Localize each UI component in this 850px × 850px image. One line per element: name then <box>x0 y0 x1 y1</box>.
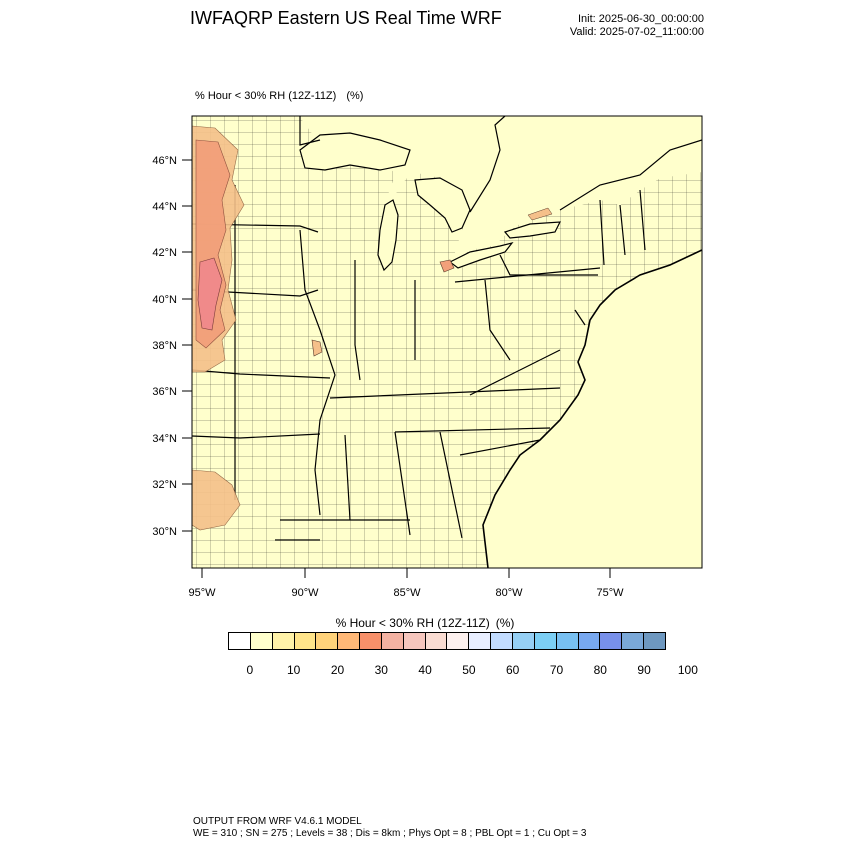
lake-ontario <box>503 221 562 239</box>
field-unit: (%) <box>346 90 364 102</box>
colorbar <box>228 632 666 650</box>
lat-tick-label: 44°N <box>152 201 177 213</box>
colorbar-swatch <box>469 633 492 649</box>
colorbar-swatch <box>250 633 273 649</box>
colorbar-label: 80 <box>593 663 607 677</box>
colorbar-swatch <box>381 633 404 649</box>
colorbar-label: 20 <box>330 663 345 677</box>
colorbar-title: % Hour < 30% RH (12Z-11Z) (%) <box>0 616 850 630</box>
colorbar-swatch <box>491 633 513 649</box>
field-area-southwest <box>192 469 241 531</box>
colorbar-label: 100 <box>677 663 698 677</box>
colorbar-label: 10 <box>287 663 301 677</box>
field-area-missouri <box>311 339 323 357</box>
lon-tick-label: 85°W <box>393 587 421 599</box>
valid-time: Valid: 2025-07-02_11:00:00 <box>569 26 704 38</box>
lat-tick-label: 34°N <box>152 433 177 445</box>
colorbar-swatch <box>294 633 317 649</box>
lat-tick-label: 32°N <box>152 479 177 491</box>
lon-tick-label: 75°W <box>596 587 624 599</box>
model-config-line: WE = 310 ; SN = 275 ; Levels = 38 ; Dis … <box>193 828 587 839</box>
lon-tick-label: 80°W <box>495 587 523 599</box>
colorbar-label: 50 <box>462 663 476 677</box>
field-label: % Hour < 30% RH (12Z-11Z) (%) <box>195 90 363 102</box>
lat-tick-label: 30°N <box>152 526 177 538</box>
init-time: Init: 2025-06-30_00:00:00 <box>578 13 704 25</box>
model-info-line: OUTPUT FROM WRF V4.6.1 MODEL <box>193 816 362 827</box>
colorbar-swatch <box>447 633 470 649</box>
lat-tick-label: 36°N <box>152 386 177 398</box>
model-info: OUTPUT FROM WRF V4.6.1 MODEL WE = 310 ; … <box>193 816 586 840</box>
colorbar-swatch <box>622 633 645 649</box>
colorbar-unit: (%) <box>495 616 515 630</box>
longitude-axis: 95°W 90°W 85°W 80°W 75°W <box>188 568 624 599</box>
colorbar-swatch <box>578 633 601 649</box>
field-area-ontario <box>527 207 553 221</box>
lake-superior <box>299 132 411 171</box>
latitude-axis: 46°N 44°N 42°N 40°N 38°N 36°N 34°N 32°N … <box>152 155 192 538</box>
colorbar-label: 0 <box>246 663 254 677</box>
colorbar-label: 60 <box>506 663 520 677</box>
lake-erie <box>448 241 514 269</box>
lon-tick-label: 90°W <box>291 587 319 599</box>
colorbar-swatch <box>644 633 665 649</box>
colorbar-swatch <box>316 633 339 649</box>
page-title: IWFAQRP Eastern US Real Time WRF <box>190 8 502 28</box>
colorbar-swatch <box>229 633 251 649</box>
international-border <box>299 116 702 211</box>
lake-michigan <box>377 199 399 272</box>
colorbar-label: 70 <box>549 663 564 677</box>
field-area-west-peak <box>197 257 223 331</box>
colorbar-swatch <box>338 633 361 649</box>
colorbar-label: 30 <box>374 663 388 677</box>
colorbar-swatch <box>403 633 426 649</box>
colorbar-swatch <box>360 633 382 649</box>
colorbar-swatch <box>534 633 557 649</box>
lon-tick-label: 95°W <box>188 587 216 599</box>
colorbar-swatch <box>425 633 448 649</box>
hudson-bay-shoreline <box>469 116 506 213</box>
colorbar-label: 40 <box>418 663 432 677</box>
lat-tick-label: 40°N <box>152 294 177 306</box>
colorbar-labels: 0 10 20 30 40 50 60 70 80 90 100 <box>0 663 850 679</box>
field-name: % Hour < 30% RH (12Z-11Z) <box>195 90 337 102</box>
map-frame <box>191 115 703 569</box>
colorbar-label: 90 <box>637 663 651 677</box>
field-area-michigan <box>439 259 455 273</box>
land-mass <box>192 116 702 568</box>
coastline <box>482 249 702 568</box>
lat-tick-label: 38°N <box>152 340 177 352</box>
colorbar-swatch <box>556 633 579 649</box>
colorbar-swatch <box>600 633 623 649</box>
lat-tick-label: 42°N <box>152 247 177 259</box>
lat-tick-label: 46°N <box>152 155 177 167</box>
colorbar-swatch <box>512 633 535 649</box>
map-panel: 46°N 44°N 42°N 40°N 38°N 36°N 34°N 32°N … <box>152 115 703 599</box>
time-info: Init: 2025-06-30_00:00:00 Valid: 2025-07… <box>570 13 704 39</box>
lake-huron <box>414 177 471 233</box>
colorbar-swatch <box>272 633 295 649</box>
colorbar-title-text: % Hour < 30% RH (12Z-11Z) <box>335 616 490 630</box>
